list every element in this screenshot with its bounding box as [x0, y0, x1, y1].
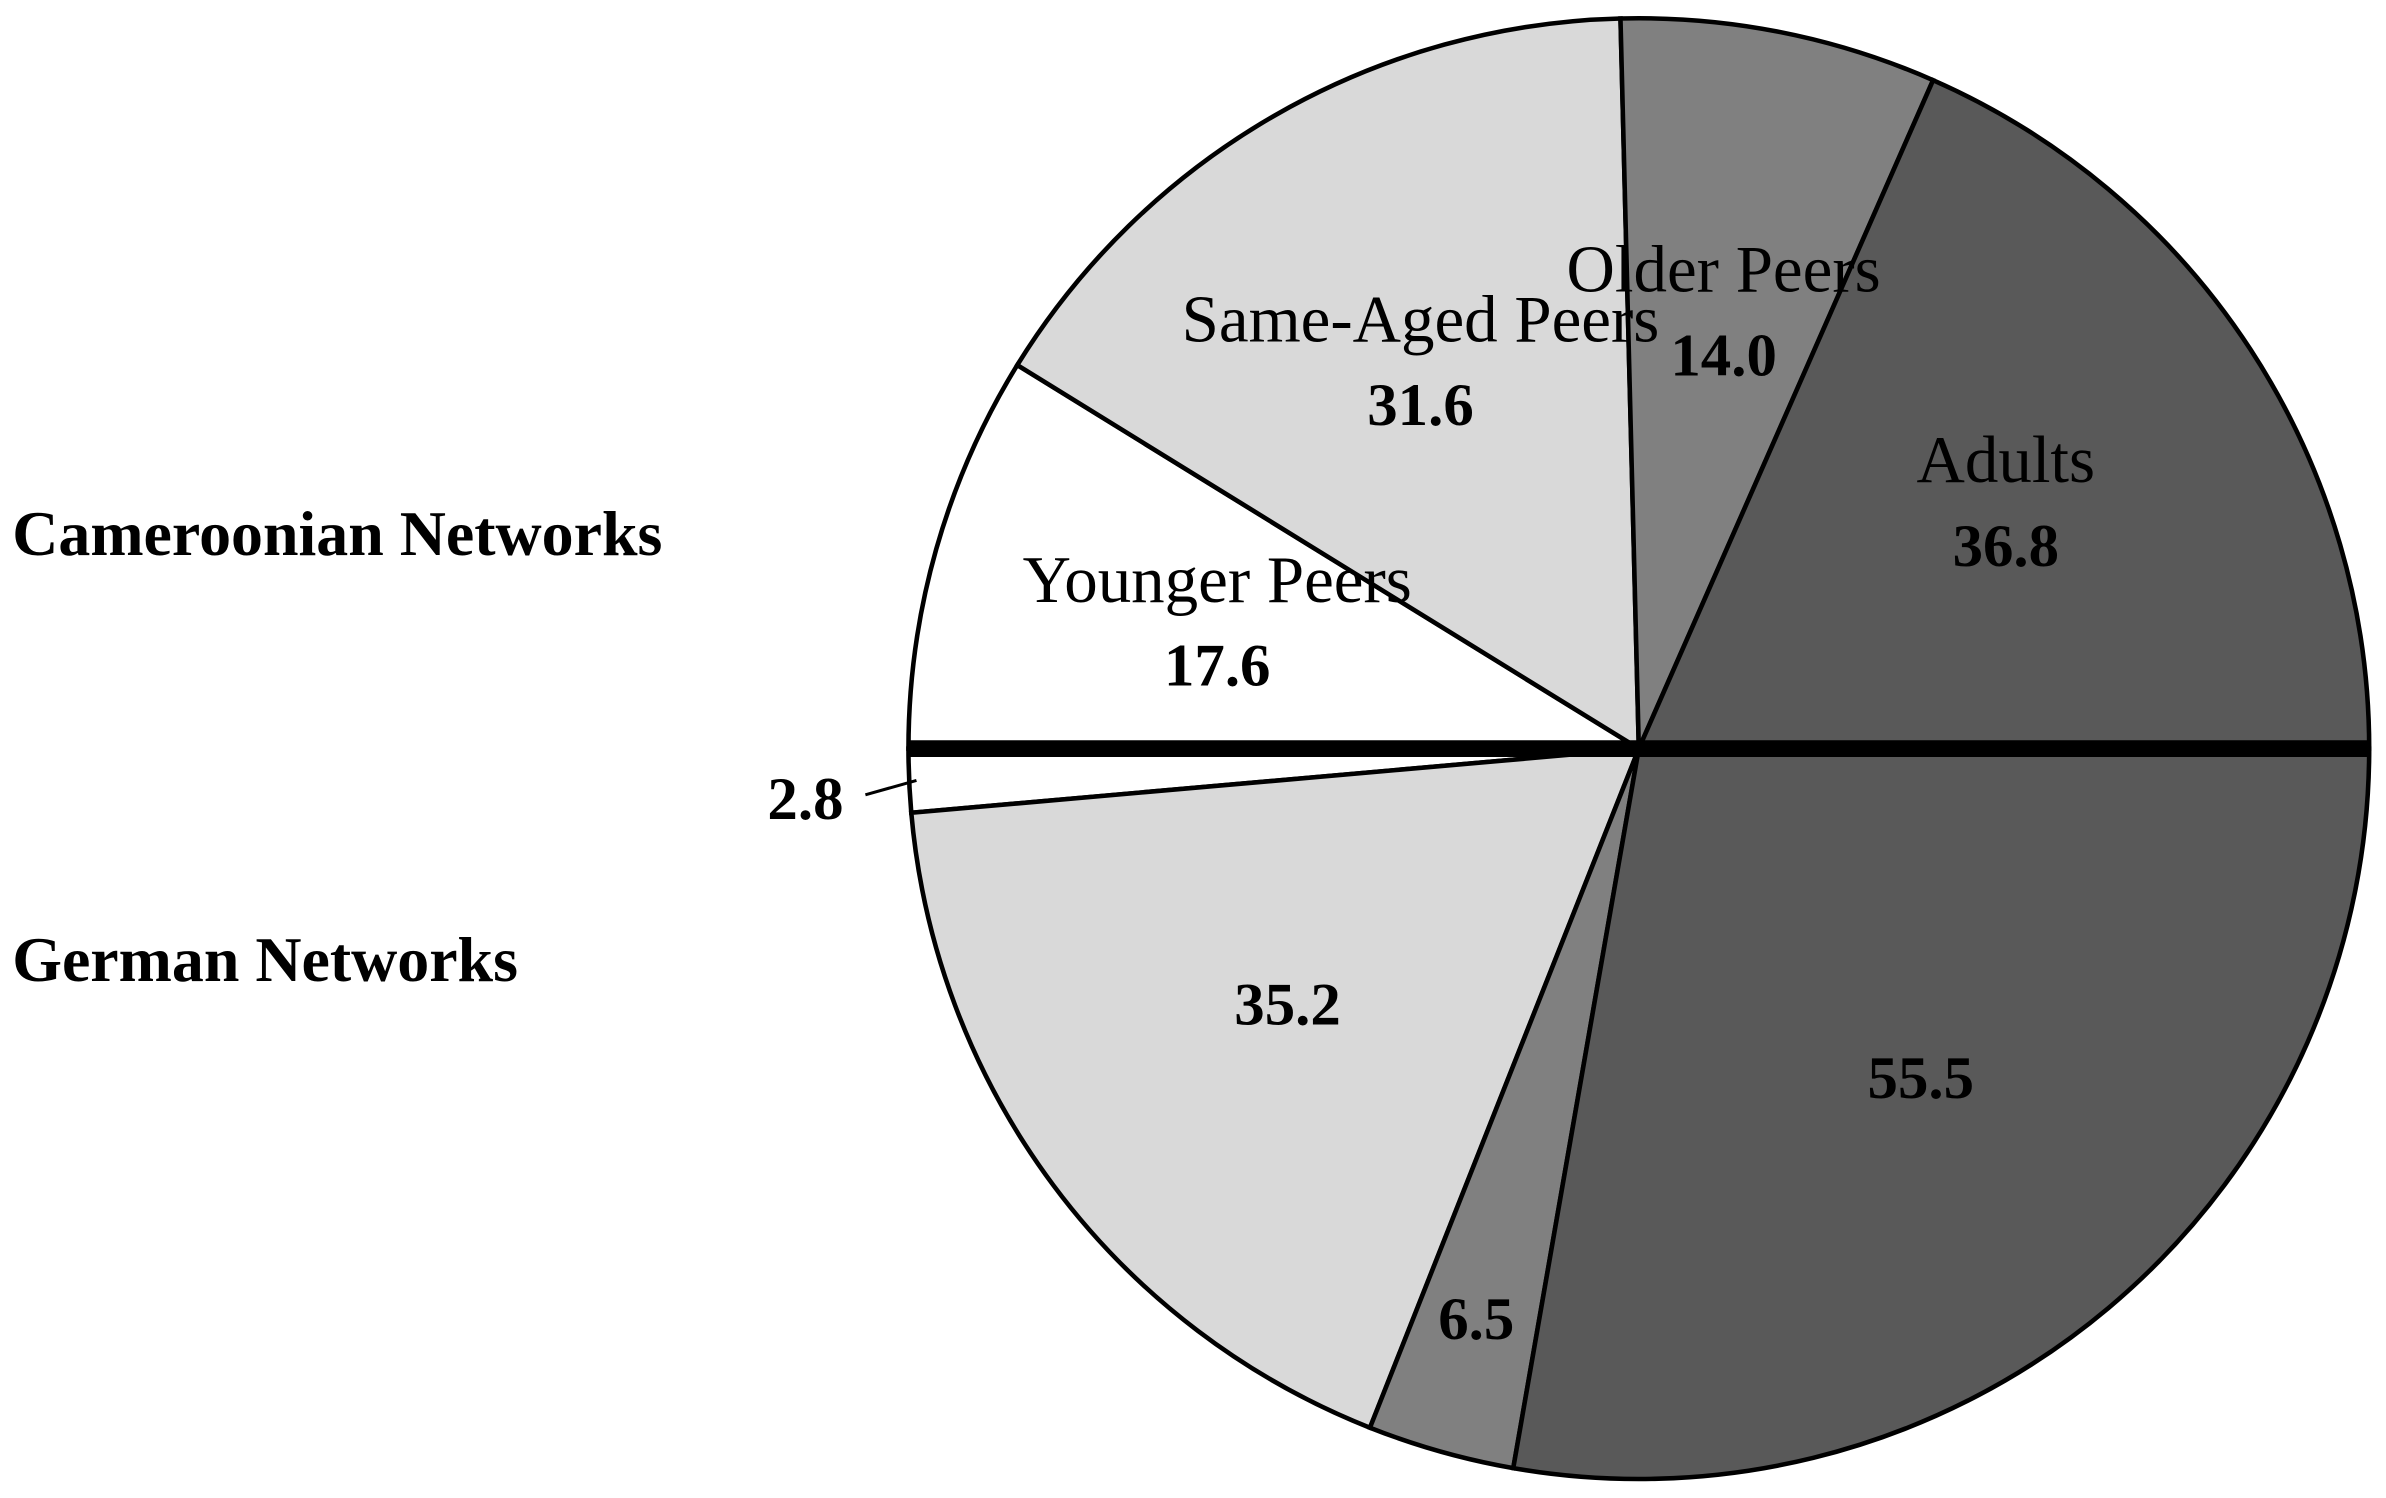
- slices: [906, 15, 2372, 1482]
- slice: [1510, 746, 2372, 1482]
- category-label: Younger Peers: [1023, 543, 1412, 617]
- value-label: 14.0: [1670, 322, 1777, 389]
- slice: [906, 361, 1647, 751]
- slice: [1635, 77, 2372, 751]
- category-label: Older Peers: [1567, 232, 1881, 306]
- leader-line: [864, 778, 917, 797]
- labels: Cameroonian Networks Younger Peers 17.6 Sam…: [12, 232, 2095, 1353]
- slice: [1014, 16, 1642, 753]
- value-label: 2.8: [767, 766, 843, 833]
- value-label: 31.6: [1367, 372, 1474, 439]
- value-label: 36.8: [1953, 513, 2060, 580]
- value-label: 35.2: [1234, 972, 1341, 1039]
- value-label: 6.5: [1438, 1286, 1514, 1353]
- value-label: 55.5: [1868, 1045, 1975, 1112]
- value-label: 17.6: [1164, 633, 1271, 700]
- category-label: Same-Aged Peers: [1182, 282, 1660, 356]
- slice: [1618, 15, 1937, 750]
- category-label: Adults: [1917, 423, 2096, 497]
- slice: [908, 746, 1643, 1431]
- chart-title: Cameroonian Networks: [12, 498, 662, 569]
- chart-title: German Networks: [12, 924, 518, 995]
